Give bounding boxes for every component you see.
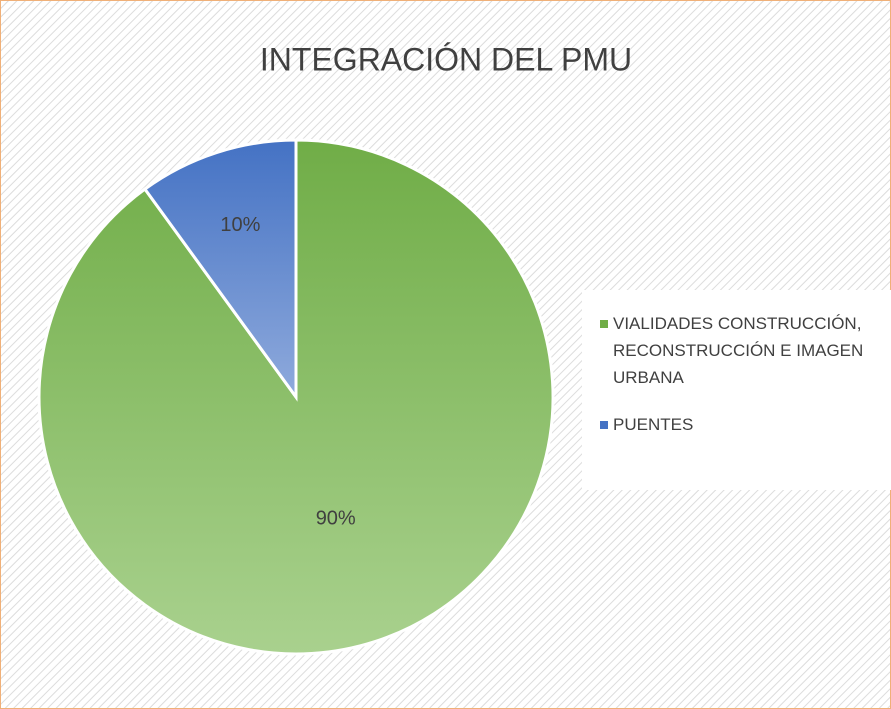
data-label: 10% [220, 214, 260, 236]
legend: VIALIDADES CONSTRUCCIÓN, RECONSTRUCCIÓN … [582, 290, 891, 490]
legend-swatch [600, 320, 608, 328]
legend-item: PUENTES [582, 411, 873, 438]
legend-item: VIALIDADES CONSTRUCCIÓN, RECONSTRUCCIÓN … [582, 310, 873, 391]
pie-slice [37, 138, 555, 656]
pie-slice [142, 138, 298, 402]
legend-label: PUENTES [613, 415, 694, 434]
data-label: 90% [316, 507, 356, 529]
legend-label: VIALIDADES CONSTRUCCIÓN, RECONSTRUCCIÓN … [613, 314, 864, 387]
chart-title: INTEGRACIÓN DEL PMU [260, 41, 632, 77]
legend-swatch [600, 421, 608, 429]
